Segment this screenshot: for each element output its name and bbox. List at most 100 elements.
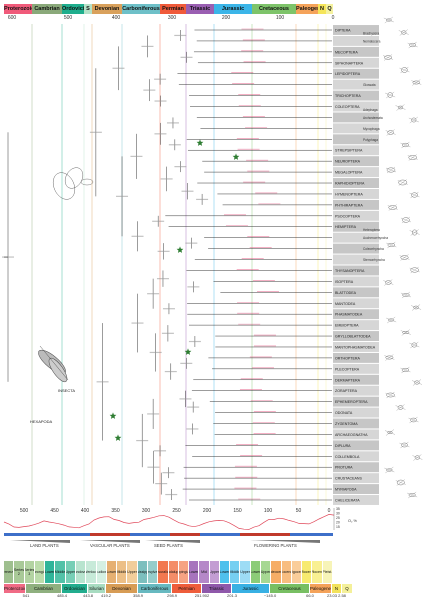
epoch-cell: Oligocene [291, 561, 303, 583]
time-tick: 100 [275, 15, 285, 21]
epoch-cell: Pleist. [322, 561, 333, 583]
clade-label: ZORAPTERA [335, 389, 358, 393]
period-s: S [84, 4, 92, 14]
vascular-plants-label: VASCULAR PLANTS [90, 543, 130, 548]
time-tick: 200 [221, 15, 231, 21]
boundary-age: 485.4 [56, 593, 68, 598]
epoch-cell: Pliocene [312, 561, 323, 583]
clade-label: GRYLLOBLATTODEA [335, 335, 371, 339]
period-bottom-cretaceous: Cretaceous [270, 584, 310, 593]
time-tick-lower: 300 [141, 508, 151, 514]
period-carboniferous: Carboniferous [122, 4, 160, 14]
clade-sublabel: Archostemata [363, 116, 383, 120]
time-tick-lower: 50 [295, 508, 302, 514]
clade-label: LEPIDOPTERA [335, 72, 361, 76]
epoch-cell: Guadalupian [168, 561, 179, 583]
epoch-cell: Upper [127, 561, 138, 583]
period-bottom-jurassic: Jurassic [232, 584, 270, 593]
clade-label: EMBIOPTERA [335, 324, 359, 328]
clade-label: MANTODEA [335, 302, 356, 306]
insecta-label: INSECTA [58, 388, 75, 393]
clade-label: BLATTODEA [335, 291, 357, 295]
period-devonian: Devonian [92, 4, 122, 14]
o2-tick: 30 [336, 512, 340, 516]
period-timescale-bottom: Proterozoic Cambrian Ordovician Silurian Dev… [4, 584, 353, 593]
clade-label: THYSANOPTERA [335, 269, 365, 273]
o2-tick: 15 [336, 525, 340, 529]
epoch-cell: Lower [189, 561, 200, 583]
clade-label: PROTURA [335, 466, 353, 470]
clade-label: TRICHOPTERA [335, 94, 361, 98]
period-bottom-silurian: Silurian [88, 584, 106, 593]
epoch-cell: Lopingian [178, 561, 190, 583]
o2-tick: 25 [336, 516, 340, 520]
plant-ranges [10, 540, 320, 543]
clade-sublabel: Heteroptera [363, 228, 380, 232]
boundary-age: 23.03 [326, 593, 338, 598]
boundary-age: 2.58 [338, 593, 346, 598]
epoch-cell: Cisuralian [158, 561, 169, 583]
o2-tick: 20 [336, 521, 340, 525]
epoch-cell: Series 3 [24, 561, 35, 583]
period-cretaceous: Cretaceous [252, 4, 296, 14]
time-tick: 300 [167, 15, 177, 21]
clade-sublabel: Nematocera [363, 39, 381, 43]
boundary-age: 66.0 [306, 593, 314, 598]
clade-sublabel: Glossata [363, 83, 376, 87]
epoch-cell: Eocene [281, 561, 292, 583]
time-tick-lower: 450 [50, 508, 59, 514]
clade-label: ISOPTERA [335, 280, 354, 284]
clade-label: CRUSTACEANS [335, 477, 362, 481]
time-tick-lower: 350 [111, 508, 120, 514]
period-proterozoic: Proterozoic [4, 4, 32, 14]
epoch-cell: Wenlock [86, 561, 97, 583]
time-tick: 600 [7, 15, 17, 21]
period-ordovician: Ordovician [62, 4, 84, 14]
insect-illustrations [382, 16, 423, 499]
fossil-wing-illustration [52, 167, 94, 200]
clade-label: ARCHAEOGNATHA [335, 433, 368, 437]
clade-label: MANTOPHASMATODEA [335, 345, 376, 349]
clade-sublabel: Brachycera [363, 32, 379, 36]
clade-sublabel: Coleorrhyncha [363, 247, 384, 251]
clade-label: PLECOPTERA [335, 367, 360, 371]
epoch-cell: Lower [250, 561, 262, 583]
clade-label: ZYGENTOMA [335, 422, 358, 426]
o2-tick: 35 [336, 507, 340, 511]
period-bottom-q: Q [342, 584, 353, 593]
period-bottom-cambrian: Cambrian [26, 584, 62, 593]
time-axis-lower: 500 450 400 350 300 250 200 150 100 50 0 [4, 508, 333, 516]
epoch-cell: Middle [230, 561, 241, 583]
period-paleogene: Paleogene [296, 4, 318, 14]
boundary-age: 541 [22, 593, 30, 598]
clade-label: DIPLURA [335, 444, 351, 448]
period-bottom-permian: Permian [172, 584, 202, 593]
time-tick-lower: 500 [19, 508, 29, 514]
clade-label-boxes [333, 25, 379, 505]
clade-label: MYRIAPODA [335, 488, 357, 492]
boundary-age: ~145.0 [263, 593, 277, 598]
clade-label: EPHEMEROPTERA [335, 400, 368, 404]
time-axis-top: 600 500 400 300 200 100 0 [4, 15, 335, 23]
clade-label: PHASMATODEA [335, 313, 363, 317]
clade-sublabel: Auchenorrhyncha [363, 236, 388, 240]
clade-label: SIPHONAPTERA [335, 61, 364, 65]
epoch-cell: Lower [45, 561, 56, 583]
period-permian: Permian [160, 4, 186, 14]
clade-sublabel: Sternorrhyncha [363, 258, 385, 262]
epoch-cell: Mid [199, 561, 210, 583]
oxygen-curve [3, 508, 335, 530]
land-plants-label: LAND PLANTS [30, 543, 59, 548]
clade-label: DERMAPTERA [335, 378, 361, 382]
period-bottom-n: N [332, 584, 342, 593]
epoch-cell: Pennsylvanian [147, 561, 159, 583]
epoch-cell: Lower [106, 561, 118, 583]
epoch-cell: Upper [261, 561, 272, 583]
flowering-plants-label: FLOWERING PLANTS [254, 543, 297, 548]
period-jurassic: Jurassic [214, 4, 252, 14]
time-tick-lower: 0 [327, 508, 331, 514]
time-tick: 500 [63, 15, 73, 21]
period-timescale-top: ProterozoicCambrianOrdovicianSDevonianCa… [4, 4, 333, 14]
clade-label: MECOPTERA [335, 50, 358, 54]
epoch-cell: Terreneuvian [4, 561, 15, 583]
